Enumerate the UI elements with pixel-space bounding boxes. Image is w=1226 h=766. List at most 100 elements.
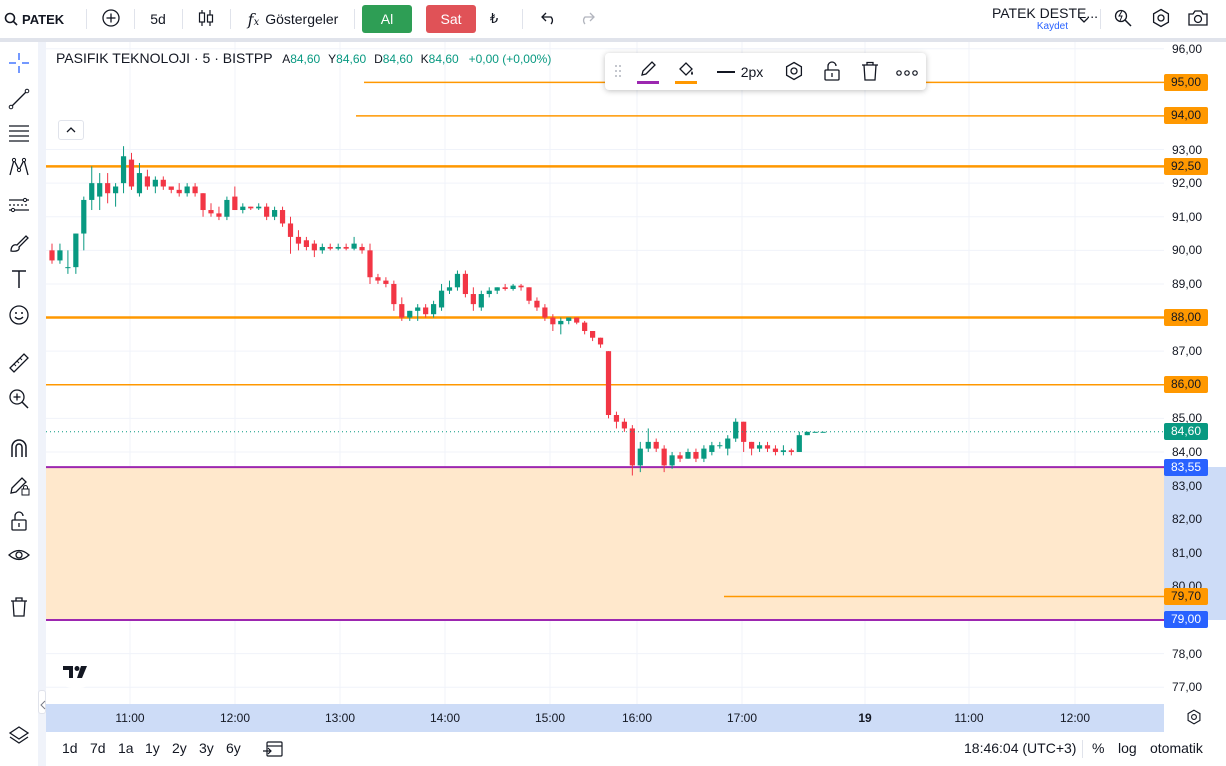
auto-scale-toggle[interactable]: otomatik — [1150, 740, 1203, 756]
legend-open-value: 84,60 — [290, 52, 321, 66]
magnet-icon — [7, 437, 31, 466]
price-label-badge[interactable]: 83,55 — [1164, 458, 1208, 476]
candle-body — [89, 183, 95, 200]
delete-drawing-button[interactable] — [855, 59, 885, 85]
drawing-floating-toolbar: 2px — [605, 53, 926, 90]
price-label-badge[interactable]: 86,00 — [1164, 376, 1208, 394]
chart-settings-button[interactable] — [1184, 709, 1204, 729]
candle-body — [200, 193, 206, 211]
sidebar-collapse-handle[interactable] — [38, 690, 46, 714]
candle-body — [65, 267, 71, 269]
trend-line-tool[interactable] — [4, 86, 34, 116]
text-tool[interactable] — [4, 266, 34, 296]
candle-body — [152, 179, 158, 187]
time-tick: 16:00 — [621, 711, 653, 725]
candles-icon — [197, 8, 215, 31]
range-button-3y[interactable]: 3y — [199, 740, 214, 756]
fib-tool[interactable] — [4, 120, 34, 150]
range-button-1y[interactable]: 1y — [145, 740, 160, 756]
legend-low-value: 84,60 — [382, 52, 413, 66]
pattern-tool[interactable] — [4, 154, 34, 184]
price-chart[interactable] — [46, 42, 1164, 704]
candle-body — [144, 176, 150, 187]
candle-body — [73, 233, 79, 268]
undo-button[interactable] — [536, 6, 562, 32]
crosshair-tool[interactable] — [4, 50, 34, 80]
magnet-tool[interactable] — [4, 436, 34, 466]
time-axis[interactable]: 11:00 12:00 13:00 14:00 15:00 16:00 17:00 19 11:… — [46, 704, 1164, 732]
price-axis[interactable]: 96,00 93,00 92,00 91,00 90,00 89,00 87,00 85,00… — [1164, 42, 1226, 704]
percent-toggle[interactable]: % — [1092, 740, 1105, 756]
candle-body — [502, 287, 508, 289]
price-label-badge[interactable]: 79,00 — [1164, 611, 1208, 629]
goto-date-button[interactable] — [262, 740, 284, 761]
search-icon — [4, 12, 18, 26]
redo-button[interactable] — [574, 6, 600, 32]
price-label-badge[interactable]: 88,00 — [1164, 309, 1208, 327]
interval-button[interactable]: 5d — [150, 11, 166, 27]
more-options-button[interactable] — [893, 59, 921, 85]
quick-search-button[interactable] — [1110, 6, 1136, 32]
lock-drawing-button[interactable] — [817, 59, 847, 85]
chart-pane[interactable]: PASIFIK TEKNOLOJI · 5 · BISTPP A84,60 Y8… — [46, 42, 1164, 704]
fill-color-button[interactable] — [671, 59, 701, 85]
price-label-badge[interactable]: 79,70 — [1164, 587, 1208, 605]
range-button-2y[interactable]: 2y — [172, 740, 187, 756]
buy-button[interactable]: Al — [362, 5, 412, 33]
candle-body — [232, 196, 238, 211]
range-button-1d[interactable]: 1d — [62, 740, 78, 756]
indicators-button[interactable]: fx Göstergeler — [240, 6, 346, 32]
symbol-search-button[interactable]: PATEK — [4, 6, 70, 32]
measure-tool[interactable] — [4, 350, 34, 380]
drag-handle[interactable] — [611, 59, 625, 85]
divider — [354, 9, 355, 29]
trash-icon — [861, 61, 879, 84]
candle-body — [343, 246, 349, 249]
currency-button[interactable]: ₺ — [489, 11, 499, 26]
candle-body — [462, 273, 468, 295]
tradingview-logo[interactable] — [58, 660, 94, 688]
price-label-badge[interactable]: 84,60 — [1164, 423, 1208, 441]
log-toggle[interactable]: log — [1118, 740, 1137, 756]
price-label-badge[interactable]: 95,00 — [1164, 73, 1208, 91]
chart-type-button[interactable] — [192, 6, 220, 32]
timezone-clock[interactable]: 18:46:04 (UTC+3) — [964, 740, 1077, 756]
line-color-button[interactable] — [633, 59, 663, 85]
lock-drawings-tool[interactable] — [4, 508, 34, 538]
zoom-tool[interactable] — [4, 386, 34, 416]
forecast-tool[interactable] — [4, 192, 34, 222]
trash-icon — [7, 595, 31, 624]
layout-dropdown-button[interactable] — [1076, 6, 1092, 32]
candle-body — [796, 435, 802, 452]
drawing-settings-button[interactable] — [779, 59, 809, 85]
line-width-button[interactable]: 2px — [709, 59, 771, 85]
range-button-7d[interactable]: 7d — [90, 740, 106, 756]
candle-body — [431, 304, 437, 315]
price-label-badge[interactable]: 94,00 — [1164, 107, 1208, 125]
axis-settings-corner — [1164, 704, 1226, 732]
range-button-1a[interactable]: 1a — [118, 740, 134, 756]
collapse-legend-button[interactable] — [58, 120, 84, 140]
candle-body — [645, 441, 651, 449]
brush-tool[interactable] — [4, 230, 34, 260]
time-tick: 15:00 — [534, 711, 566, 725]
candle-body — [97, 183, 103, 197]
emoji-tool[interactable] — [4, 302, 34, 332]
legend-title[interactable]: PASIFIK TEKNOLOJI · 5 · BISTPP — [56, 50, 273, 66]
price-label-badge[interactable]: 92,50 — [1164, 157, 1208, 175]
price-tick: 89,00 — [1172, 276, 1203, 291]
range-button-6y[interactable]: 6y — [226, 740, 241, 756]
candle-body — [287, 223, 294, 237]
sell-button[interactable]: Sat — [426, 5, 476, 33]
hide-drawings-tool[interactable] — [4, 542, 34, 572]
candle-body — [335, 246, 341, 249]
drawing-mode-tool[interactable] — [4, 472, 34, 502]
candle-body — [590, 330, 596, 338]
settings-button[interactable] — [1148, 6, 1174, 32]
snapshot-button[interactable] — [1184, 6, 1212, 32]
object-tree-button[interactable] — [4, 722, 34, 752]
layout-menu-button[interactable]: PATEK DESTE... Kaydet — [954, 4, 1098, 34]
remove-drawings-tool[interactable] — [4, 594, 34, 624]
compare-symbol-button[interactable] — [98, 6, 124, 32]
time-tick: 14:00 — [429, 711, 461, 725]
